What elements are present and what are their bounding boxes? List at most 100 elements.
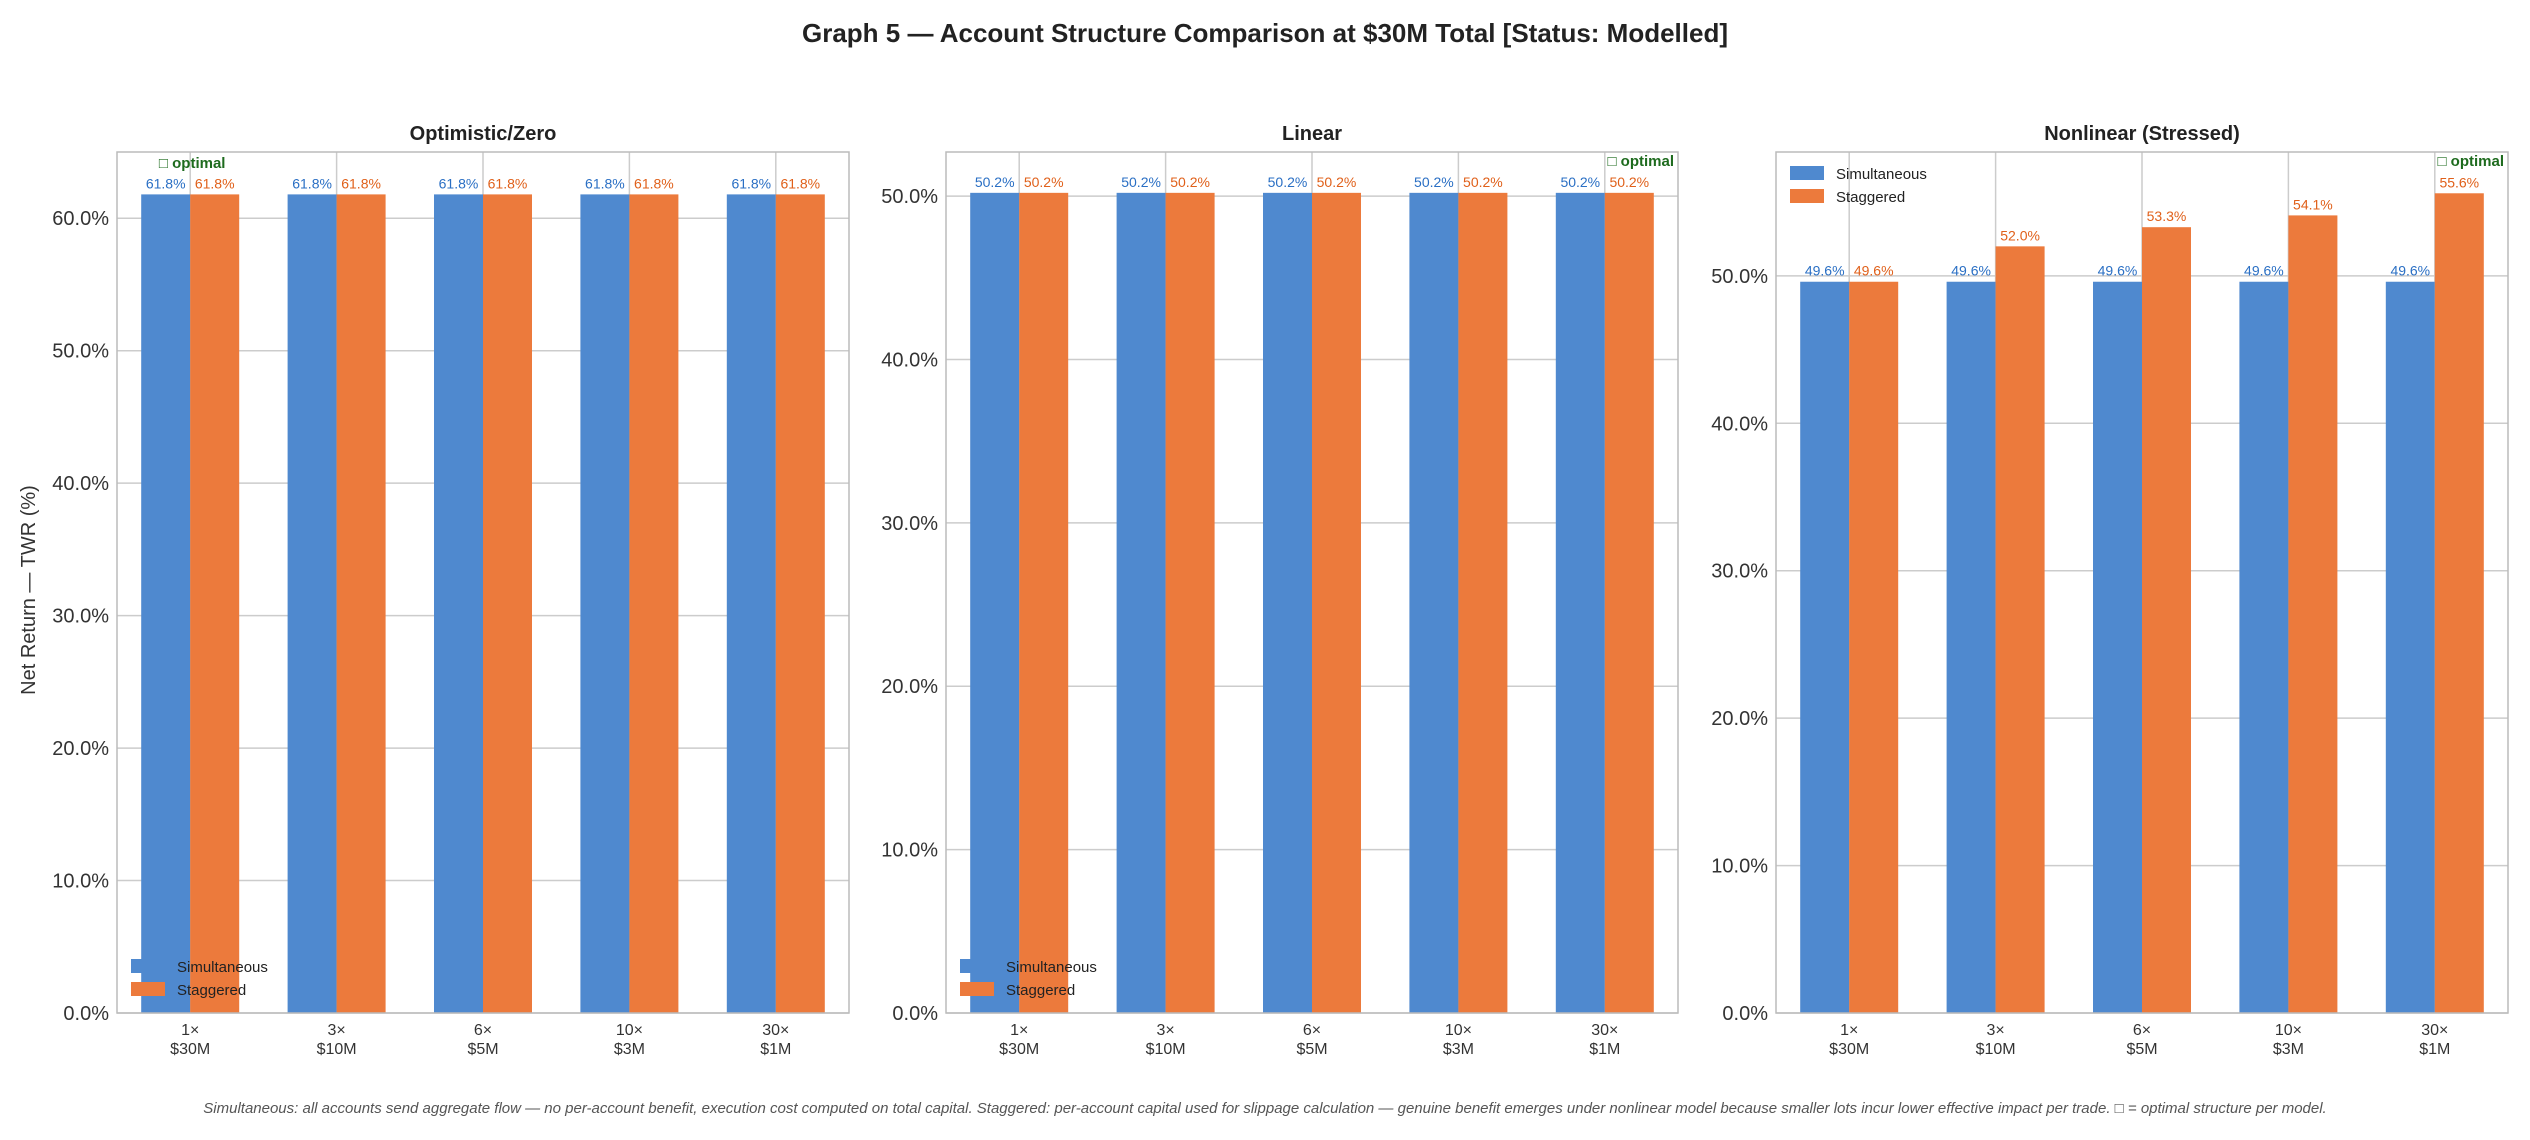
bar-value-label: 55.6% [2439, 174, 2479, 190]
bar-value-label: 50.2% [1414, 174, 1454, 190]
bar-staggered [190, 194, 240, 1013]
panel-title: Optimistic/Zero [410, 123, 557, 145]
bar-value-label: 61.8% [585, 175, 625, 191]
y-tick-label: 50.0% [881, 186, 938, 208]
y-tick-label: 0.0% [63, 1003, 109, 1025]
legend-swatch [1790, 166, 1824, 180]
bar-staggered [2288, 215, 2338, 1013]
x-tick-label: $5M [1296, 1041, 1327, 1058]
bar-value-label: 49.6% [2098, 263, 2138, 279]
bar-value-label: 50.2% [1268, 174, 1308, 190]
plot-frame [945, 151, 1679, 1014]
x-tick-label: 10× [616, 1022, 643, 1039]
y-tick-label: 20.0% [881, 676, 938, 698]
x-tick-label: $1M [760, 1041, 791, 1058]
y-tick-label: 20.0% [1711, 708, 1768, 730]
y-tick-label: 60.0% [52, 208, 109, 230]
bar-value-label: 49.6% [2244, 263, 2284, 279]
y-tick-label: 40.0% [881, 349, 938, 371]
plot-frame [1775, 151, 2509, 1014]
bar-staggered [2142, 227, 2191, 1013]
x-tick-label: 3× [1156, 1022, 1174, 1039]
x-tick-label: 10× [2275, 1022, 2302, 1039]
x-tick-label: 1× [181, 1022, 199, 1039]
x-tick-label: $5M [2126, 1041, 2157, 1058]
bar-value-label: 50.2% [1170, 174, 1210, 190]
bar-value-label: 61.8% [488, 175, 528, 191]
x-tick-label: 10× [1445, 1022, 1472, 1039]
y-tick-label: 10.0% [881, 840, 938, 862]
bar-value-label: 61.8% [292, 175, 332, 191]
y-tick-label: 10.0% [52, 871, 109, 893]
bar-staggered [1019, 192, 1069, 1013]
legend-label: Staggered [177, 982, 246, 999]
chart-panel-2: 0.0% 10.0% 20.0% 30.0% 40.0% 50.0% 50.2% 50.2% 5… [881, 123, 1679, 1058]
bar-simultaneous [2385, 281, 2435, 1013]
bar-simultaneous [141, 194, 191, 1013]
optimal-marker: □ optimal [2437, 153, 2504, 170]
x-tick-label: 3× [1986, 1022, 2004, 1039]
x-tick-label: 3× [327, 1022, 345, 1039]
x-tick-label: 1× [1010, 1022, 1028, 1039]
legend-label: Simultaneous [177, 959, 268, 976]
bar-staggered [483, 194, 532, 1013]
x-tick-label: $10M [317, 1041, 357, 1058]
footnote: Simultaneous: all accounts send aggregat… [203, 1100, 2327, 1117]
x-tick-label: $10M [1976, 1041, 2016, 1058]
bar-value-label: 61.8% [731, 175, 771, 191]
bar-value-label: 61.8% [195, 175, 235, 191]
bar-simultaneous [287, 194, 337, 1013]
x-tick-label: $30M [999, 1041, 1039, 1058]
y-tick-label: 10.0% [1711, 856, 1768, 878]
bar-staggered [1849, 281, 1899, 1013]
x-tick-label: $3M [2273, 1041, 2304, 1058]
bar-value-label: 61.8% [634, 175, 674, 191]
bar-simultaneous [1555, 192, 1605, 1013]
x-tick-label: 30× [762, 1022, 789, 1039]
bar-staggered [1995, 246, 2045, 1013]
bar-value-label: 61.8% [341, 175, 381, 191]
bar-value-label: 52.0% [2000, 227, 2040, 243]
bar-simultaneous [2239, 281, 2289, 1013]
bar-simultaneous [1116, 192, 1166, 1013]
bar-value-label: 50.2% [1024, 174, 1064, 190]
x-tick-label: 30× [2421, 1022, 2448, 1039]
y-tick-label: 30.0% [1711, 561, 1768, 583]
bar-value-label: 61.8% [439, 175, 479, 191]
y-tick-label: 30.0% [52, 606, 109, 628]
x-tick-label: $5M [467, 1041, 498, 1058]
bar-value-label: 50.2% [975, 174, 1015, 190]
bar-simultaneous [434, 194, 483, 1013]
bar-value-label: 53.3% [2147, 208, 2187, 224]
bar-value-label: 61.8% [780, 175, 820, 191]
y-tick-label: 20.0% [52, 738, 109, 760]
bar-value-label: 49.6% [1951, 263, 1991, 279]
y-tick-label: 0.0% [892, 1003, 938, 1025]
x-tick-label: $3M [1443, 1041, 1474, 1058]
x-tick-label: 6× [1303, 1022, 1321, 1039]
bar-value-label: 61.8% [146, 175, 186, 191]
bar-staggered [1165, 192, 1215, 1013]
legend-swatch [1790, 189, 1824, 203]
bar-value-label: 50.2% [1463, 174, 1503, 190]
bar-value-label: 50.2% [1560, 174, 1600, 190]
bar-staggered [629, 194, 679, 1013]
panel-title: Linear [1282, 123, 1342, 145]
bar-staggered [1312, 192, 1361, 1013]
plot-frame [116, 151, 850, 1014]
bar-value-label: 49.6% [1805, 263, 1845, 279]
y-tick-label: 0.0% [1722, 1003, 1768, 1025]
bar-simultaneous [1800, 281, 1850, 1013]
legend-swatch [131, 959, 165, 973]
bar-simultaneous [1263, 192, 1312, 1013]
panel-title: Nonlinear (Stressed) [2044, 123, 2240, 145]
x-tick-label: $30M [170, 1041, 210, 1058]
legend-swatch [960, 959, 994, 973]
bar-simultaneous [1409, 192, 1459, 1013]
legend-label: Simultaneous [1836, 166, 1927, 183]
bar-simultaneous [1946, 281, 1996, 1013]
bar-staggered [775, 194, 825, 1013]
bar-value-label: 50.2% [1317, 174, 1357, 190]
bar-value-label: 49.6% [1854, 263, 1894, 279]
